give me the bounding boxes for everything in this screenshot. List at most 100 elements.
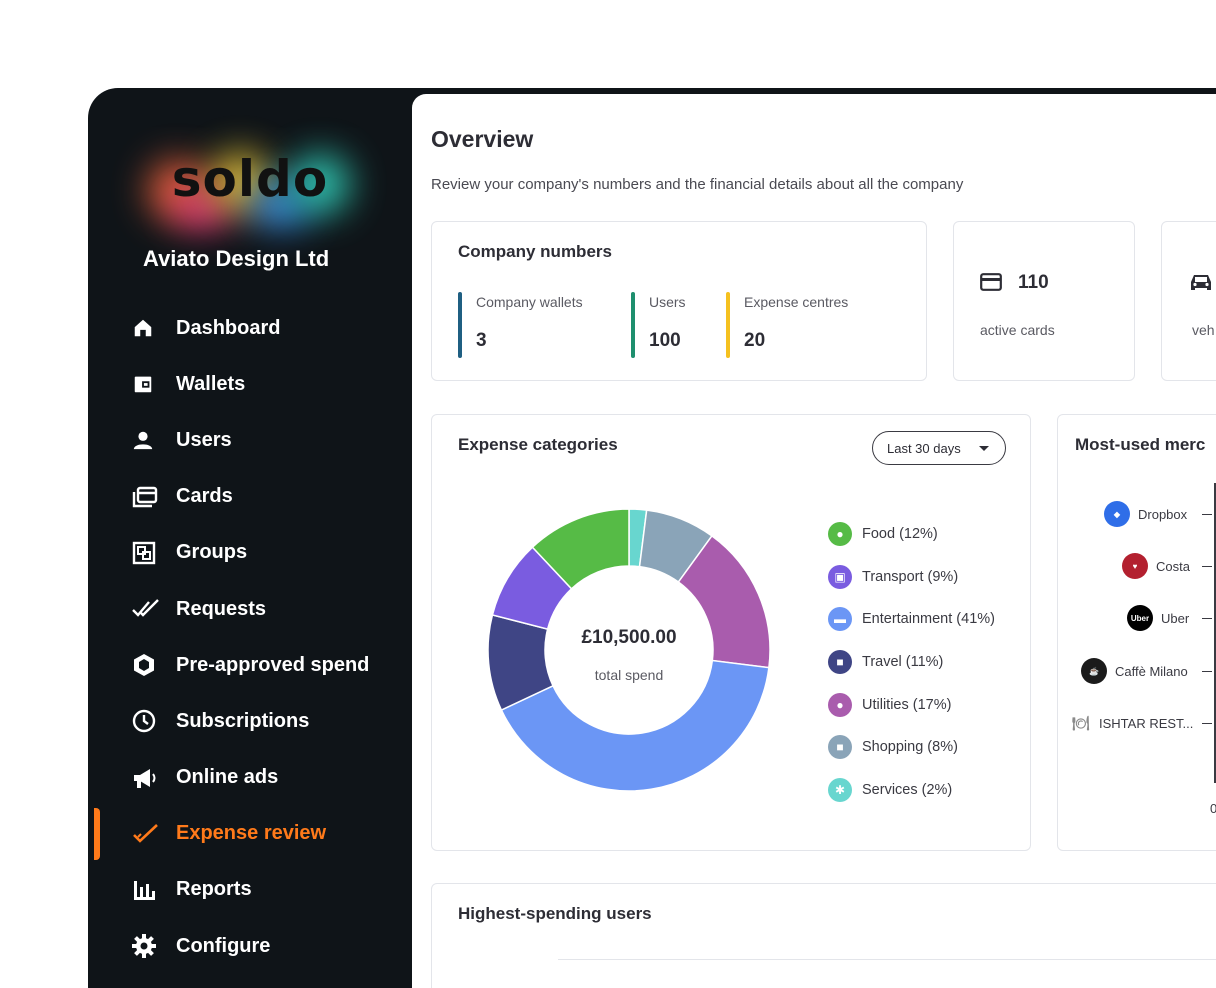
sidebar-item-requests[interactable]: Requests bbox=[88, 581, 412, 637]
hexagon-icon bbox=[132, 653, 164, 677]
app-window: soldo Aviato Design Ltd Dashboard Wallet… bbox=[88, 88, 1216, 988]
merchant-axis bbox=[1214, 483, 1216, 783]
merchant-label: Costa bbox=[1156, 558, 1190, 574]
stat-expense-centres[interactable]: Expense centres 20 bbox=[726, 292, 848, 358]
merchant-ishtar[interactable]: 🍽 ISHTAR REST... bbox=[1071, 710, 1193, 736]
wallet-icon bbox=[132, 372, 164, 396]
uber-icon: Uber bbox=[1127, 605, 1153, 631]
merchant-label: ISHTAR REST... bbox=[1099, 715, 1194, 731]
legend-item-services[interactable]: ✱ Services (2%) bbox=[828, 769, 995, 812]
logo-text: soldo bbox=[171, 150, 329, 208]
legend-label: Transport (9%) bbox=[862, 568, 959, 585]
legend-item-utilities[interactable]: ● Utilities (17%) bbox=[828, 683, 995, 726]
sidebar-item-dashboard[interactable]: Dashboard bbox=[88, 300, 412, 356]
period-dropdown[interactable]: Last 30 days bbox=[872, 431, 1006, 465]
merchant-label: Dropbox bbox=[1138, 506, 1188, 522]
sidebar-item-online-ads[interactable]: Online ads bbox=[88, 750, 412, 806]
expense-categories-card: Expense categories Last 30 days £10,500.… bbox=[431, 414, 1031, 851]
active-cards-label: active cards bbox=[980, 322, 1055, 338]
stat-company-wallets[interactable]: Company wallets 3 bbox=[458, 292, 583, 358]
sidebar-item-label: Subscriptions bbox=[176, 709, 310, 732]
axis-tick bbox=[1202, 671, 1212, 672]
merchant-caffe-milano[interactable]: ☕ Caffè Milano bbox=[1081, 658, 1188, 684]
bar-chart-icon bbox=[132, 878, 164, 902]
stat-value: 3 bbox=[476, 330, 487, 351]
ticket-icon: ▬ bbox=[828, 607, 852, 632]
legend-label: Utilities (17%) bbox=[862, 696, 952, 713]
legend-item-transport[interactable]: ▣ Transport (9%) bbox=[828, 556, 995, 599]
stat-users[interactable]: Users 100 bbox=[631, 292, 686, 358]
sidebar-nav: Dashboard Wallets Users Cards bbox=[88, 300, 412, 974]
home-icon bbox=[132, 316, 164, 340]
axis-tick bbox=[1202, 566, 1212, 567]
card-icon bbox=[980, 273, 1002, 296]
logo-glow bbox=[290, 154, 350, 214]
bag-icon: ■ bbox=[828, 735, 852, 760]
sidebar-item-expense-review[interactable]: Expense review bbox=[88, 806, 412, 862]
merchant-label: Caffè Milano bbox=[1115, 663, 1188, 679]
restaurant-icon: 🍽 bbox=[1072, 714, 1090, 731]
legend-item-food[interactable]: ● Food (12%) bbox=[828, 513, 995, 556]
cards-icon bbox=[132, 485, 164, 509]
company-numbers-card: Company numbers Company wallets 3 Users … bbox=[431, 221, 927, 381]
period-dropdown-value: Last 30 days bbox=[887, 440, 961, 456]
sidebar-item-label: Pre-approved spend bbox=[176, 653, 370, 676]
donut-slice-entertainment[interactable] bbox=[500, 659, 770, 792]
axis-tick bbox=[1202, 723, 1212, 724]
donut-slice-food[interactable] bbox=[531, 508, 630, 590]
sidebar-item-subscriptions[interactable]: Subscriptions bbox=[88, 693, 412, 749]
legend-label: Shopping (8%) bbox=[862, 739, 958, 756]
stat-label: Expense centres bbox=[744, 294, 849, 310]
stat-label: Users bbox=[649, 294, 686, 310]
axis-tick bbox=[1202, 514, 1212, 515]
gears-icon: ✱ bbox=[828, 777, 852, 802]
highest-spending-users-card: Highest-spending users bbox=[431, 883, 1216, 988]
sidebar-item-groups[interactable]: Groups bbox=[88, 525, 412, 581]
bus-icon: ▣ bbox=[828, 564, 852, 589]
stat-value: 100 bbox=[649, 330, 681, 351]
sidebar-item-label: Reports bbox=[176, 878, 252, 901]
main-content: Overview Review your company's numbers a… bbox=[412, 94, 1216, 988]
sidebar-item-configure[interactable]: Configure bbox=[88, 918, 412, 974]
chevron-down-icon bbox=[979, 446, 989, 451]
costa-icon: ♥ bbox=[1122, 553, 1148, 579]
sidebar-item-label: Dashboard bbox=[176, 316, 281, 339]
sidebar-item-wallets[interactable]: Wallets bbox=[88, 356, 412, 412]
legend-item-entertainment[interactable]: ▬ Entertainment (41%) bbox=[828, 598, 995, 641]
card-title: Most-used merc bbox=[1075, 435, 1206, 454]
stat-color-bar bbox=[631, 292, 635, 358]
legend-label: Travel (11%) bbox=[862, 654, 944, 671]
caffe-milano-icon: ☕ bbox=[1081, 658, 1107, 684]
card-title: Expense categories bbox=[458, 435, 618, 454]
sidebar-item-label: Requests bbox=[176, 597, 267, 620]
user-icon bbox=[132, 428, 164, 452]
legend-item-travel[interactable]: ■ Travel (11%) bbox=[828, 641, 995, 684]
soldo-logo[interactable]: soldo bbox=[140, 132, 360, 242]
sidebar-item-label: Cards bbox=[176, 485, 233, 508]
sidebar-item-label: Wallets bbox=[176, 372, 246, 395]
sidebar-item-pre-approved-spend[interactable]: Pre-approved spend bbox=[88, 637, 412, 693]
dropbox-icon: ◆ bbox=[1104, 501, 1130, 527]
merchant-dropbox[interactable]: ◆ Dropbox bbox=[1104, 501, 1187, 527]
axis-tick bbox=[1202, 618, 1212, 619]
groups-icon bbox=[132, 541, 164, 565]
page-title: Overview bbox=[431, 126, 534, 152]
sidebar-item-users[interactable]: Users bbox=[88, 412, 412, 468]
active-cards-card[interactable]: 110 active cards bbox=[953, 221, 1135, 381]
sidebar-item-reports[interactable]: Reports bbox=[88, 862, 412, 918]
sidebar-item-cards[interactable]: Cards bbox=[88, 469, 412, 525]
sidebar: soldo Aviato Design Ltd Dashboard Wallet… bbox=[88, 88, 412, 988]
stat-value: 20 bbox=[744, 330, 766, 351]
expense-donut-chart[interactable] bbox=[479, 500, 779, 800]
card-title: Company numbers bbox=[458, 242, 612, 261]
briefcase-icon: ■ bbox=[828, 650, 852, 675]
vehicles-card[interactable]: veh bbox=[1161, 221, 1216, 381]
vehicles-label: veh bbox=[1192, 322, 1215, 338]
stat-color-bar bbox=[458, 292, 462, 358]
category-legend: ● Food (12%) ▣ Transport (9%) ▬ Entertai… bbox=[828, 513, 995, 811]
megaphone-icon bbox=[132, 766, 164, 790]
merchant-uber[interactable]: Uber Uber bbox=[1127, 605, 1189, 631]
merchant-costa[interactable]: ♥ Costa bbox=[1122, 553, 1190, 579]
sidebar-item-label: Expense review bbox=[176, 822, 327, 845]
legend-item-shopping[interactable]: ■ Shopping (8%) bbox=[828, 726, 995, 769]
